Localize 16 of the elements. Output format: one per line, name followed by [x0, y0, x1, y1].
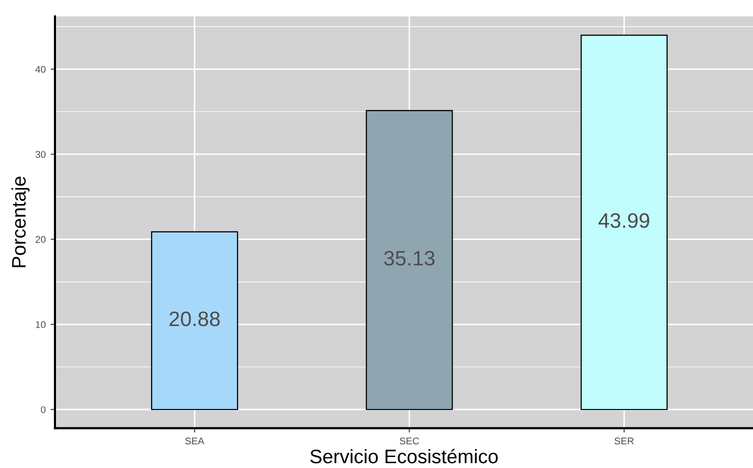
y-axis-title: Porcentaje: [11, 176, 30, 268]
x-axis-title: Servicio Ecosistémico: [310, 448, 498, 464]
data-label: 20.88: [170, 312, 220, 326]
bar: [580, 34, 668, 410]
bar: [151, 231, 238, 410]
x-tick-label: SER: [614, 438, 634, 444]
x-tick-label: SEC: [400, 438, 419, 444]
y-tick-label: 40: [35, 66, 46, 73]
data-label: 35.13: [384, 250, 435, 266]
y-tick-label: 0: [40, 406, 46, 414]
x-tick-label: SEA: [185, 438, 204, 444]
y-tick-label: 10: [36, 321, 46, 328]
y-tick-label: 20: [36, 236, 46, 243]
data-label: 43.99: [598, 213, 650, 228]
y-tick-label: 30: [36, 150, 46, 158]
bar: [366, 110, 453, 410]
